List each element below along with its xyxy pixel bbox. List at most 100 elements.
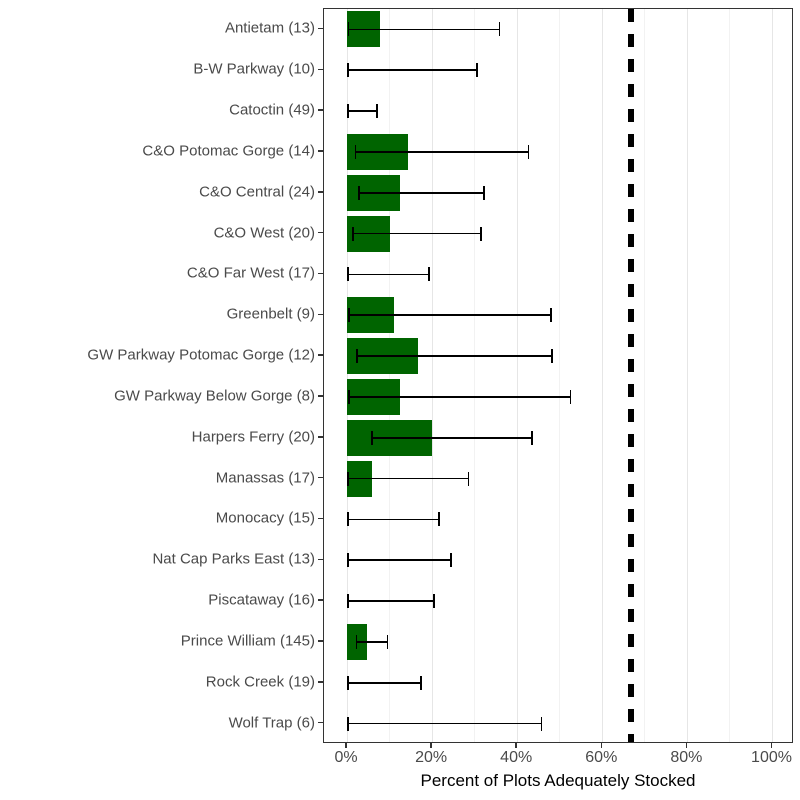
error-bar-cap-right [550,308,553,323]
gridline-major [772,9,773,742]
x-tick-label: 80% [670,749,703,766]
error-bar [347,681,422,684]
y-tick [318,436,323,438]
gridline-minor [729,9,731,742]
y-tick [318,354,323,356]
error-bar-cap-left [348,389,350,404]
error-bar-cap-right [476,63,479,78]
error-bar [358,191,485,194]
error-bar-cap-right [420,675,422,690]
error-bar-cap-right [483,185,485,200]
error-bar-cap-right [551,349,553,364]
category-label: GW Parkway Below Gorge (8) [114,387,315,405]
x-tick-label: 40% [500,749,533,766]
category-label: GW Parkway Potomac Gorge (12) [87,346,315,364]
error-bar-cap-left [371,430,373,445]
category-label: C&O West (20) [213,224,315,242]
error-bar-cap-left [348,308,350,323]
x-tick [430,743,432,748]
y-tick [318,517,323,520]
error-bar [347,518,440,521]
y-tick [318,27,323,30]
gridline-minor [559,9,561,742]
error-bar [354,151,530,153]
error-bar-cap-right [540,716,543,731]
gridline-major [516,9,518,742]
category-label: C&O Far West (17) [186,264,315,282]
x-tick [345,743,347,748]
error-bar-cap-left [347,63,349,78]
error-bar [347,110,379,112]
error-bar [347,273,430,276]
y-tick [318,68,323,70]
category-label: Piscataway (16) [208,591,315,609]
error-bar-cap-right [569,389,572,404]
y-tick [318,272,323,275]
gridline-major [431,9,433,742]
error-bar-cap-right [428,267,430,282]
error-bar-cap-right [438,512,440,527]
error-bar-cap-left [358,185,361,200]
gridline-major [346,9,348,742]
error-bar-cap-left [354,144,357,159]
error-bar-cap-right [376,104,379,119]
error-bar-cap-left [347,267,349,282]
error-bar-cap-left [347,22,350,37]
category-label: C&O Potomac Gorge (14) [142,142,315,160]
category-label: B-W Parkway (10) [193,60,315,78]
error-bar-cap-left [347,512,349,527]
category-label: Manassas (17) [215,469,315,487]
x-tick-label: 60% [585,749,618,766]
error-bar [371,436,533,439]
plot-panel [323,8,793,743]
error-bar-cap-right [480,226,482,241]
error-bar [347,477,470,480]
y-tick [318,109,323,111]
category-label: Harpers Ferry (20) [191,428,315,446]
error-bar-cap-right [467,471,470,486]
error-bar-cap-left [347,675,349,690]
y-tick [318,681,323,683]
category-label: Catoctin (49) [229,101,315,119]
y-tick [318,640,323,642]
error-bar-cap-right [498,22,501,37]
y-tick [318,476,323,479]
error-bar [355,641,389,643]
y-tick [318,191,323,193]
y-tick [318,599,323,601]
category-label: Rock Creek (19) [205,673,315,691]
category-label: Greenbelt (9) [226,305,315,323]
category-label: Wolf Trap (6) [228,714,315,732]
error-bar [347,559,453,562]
error-bar [348,396,572,398]
error-bar [347,28,501,31]
y-tick [318,721,323,724]
error-bar [352,232,482,235]
error-bar-cap-left [355,349,358,364]
category-label: Monocacy (15) [215,509,315,527]
x-tick [770,743,773,748]
gridline-major [686,9,688,742]
gridline-minor [644,9,646,742]
error-bar-cap-left [347,553,349,568]
error-bar [347,600,435,602]
error-bar-cap-right [386,634,389,649]
error-bar-cap-right [450,553,453,568]
category-label: Nat Cap Parks East (13) [152,550,315,568]
error-bar [347,69,479,72]
x-tick-label: 0% [334,749,358,766]
y-tick [318,395,323,397]
error-bar [347,722,543,725]
gridline-major [601,9,603,742]
error-bar-cap-left [352,226,354,241]
y-tick [318,231,323,234]
y-tick [318,313,323,315]
error-bar-cap-right [527,144,530,159]
gridline-minor [474,9,476,742]
x-tick-label: 100% [751,749,792,766]
error-bar-cap-left [347,104,349,119]
x-axis-title: Percent of Plots Adequately Stocked [420,771,696,790]
category-label: Prince William (145) [180,632,315,650]
error-bar [355,355,553,357]
